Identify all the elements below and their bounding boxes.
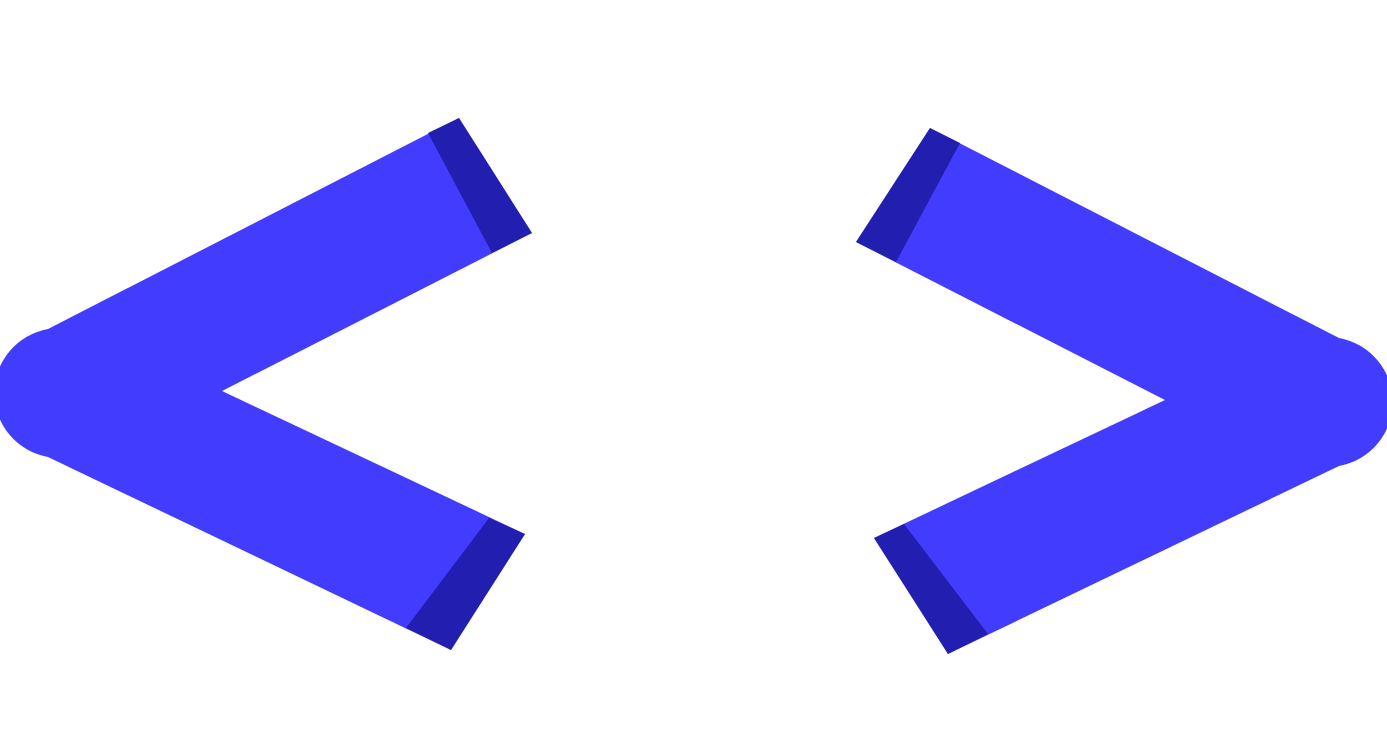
right-bracket-upper-edge [856, 128, 960, 262]
left-bracket-upper-edge [428, 118, 532, 253]
right-bracket-lower-edge [874, 524, 988, 654]
left-bracket-lower-edge [406, 518, 525, 650]
left-angle-bracket [0, 118, 532, 650]
left-bracket-body [0, 118, 532, 650]
right-angle-bracket [856, 128, 1387, 654]
right-bracket-body [856, 128, 1387, 654]
